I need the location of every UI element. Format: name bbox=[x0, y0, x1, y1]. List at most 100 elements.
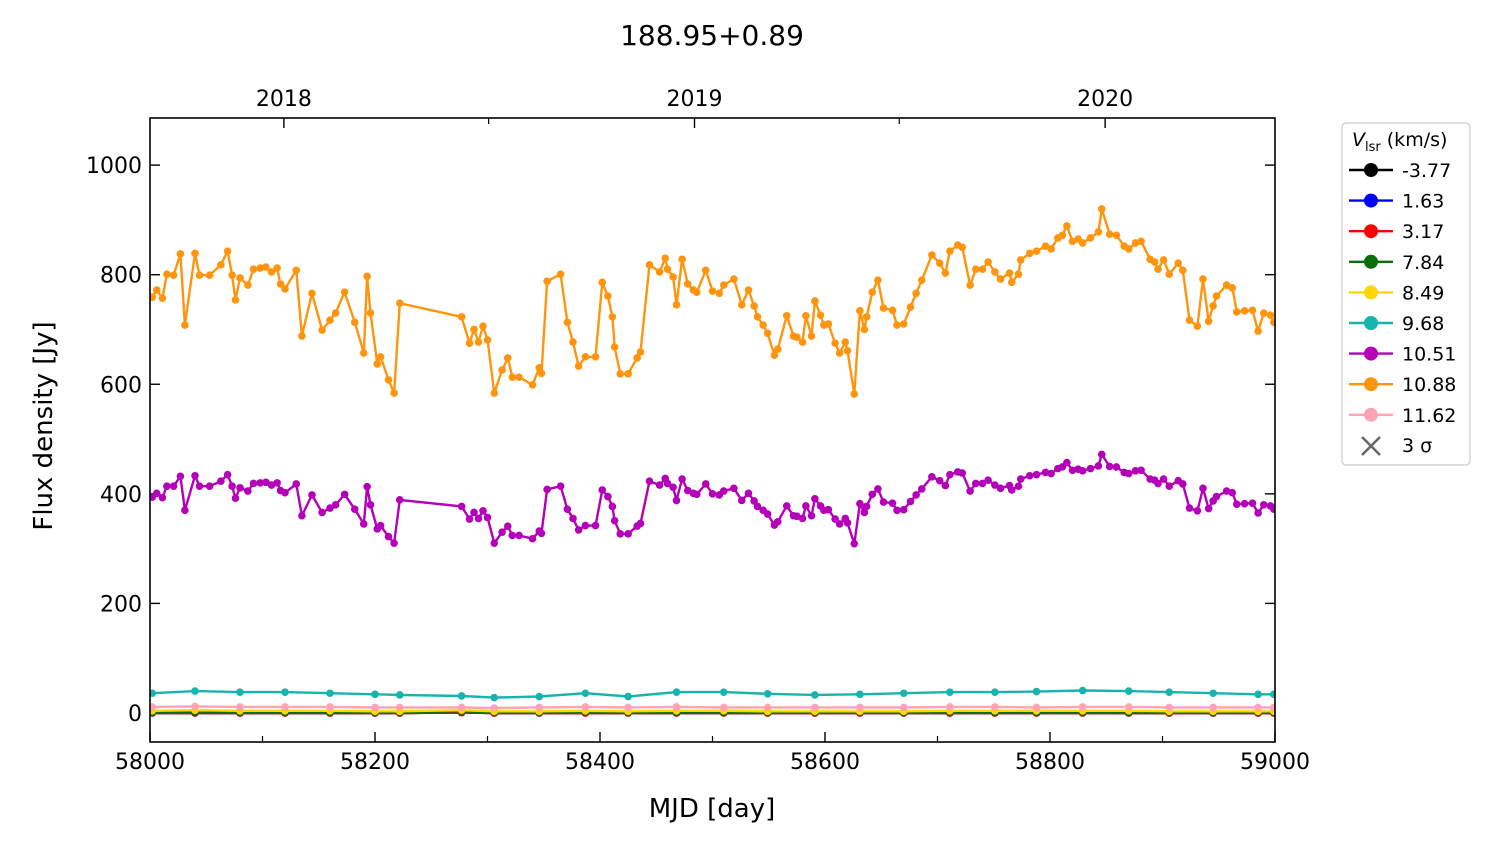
data-point bbox=[359, 520, 368, 528]
data-point bbox=[276, 280, 285, 288]
data-point bbox=[899, 689, 908, 698]
plot-area bbox=[150, 205, 1275, 717]
data-point bbox=[1165, 703, 1174, 712]
data-point bbox=[569, 338, 577, 346]
data-point bbox=[1086, 234, 1095, 242]
data-point bbox=[244, 281, 252, 289]
data-point bbox=[802, 502, 810, 510]
data-point bbox=[236, 703, 244, 711]
legend-item: 3.17 bbox=[1349, 221, 1444, 243]
data-point bbox=[899, 703, 908, 712]
data-point bbox=[1165, 482, 1174, 490]
data-point bbox=[850, 539, 859, 548]
data-point bbox=[856, 307, 864, 315]
data-point bbox=[663, 265, 672, 274]
data-point bbox=[581, 689, 590, 698]
axis-ticks: 58000 58200 58400 58600 58800 59000 0 200 400 600… bbox=[86, 87, 1310, 775]
data-point bbox=[457, 313, 466, 321]
data-point bbox=[624, 703, 632, 712]
data-point bbox=[1032, 687, 1041, 696]
data-point bbox=[1212, 292, 1221, 300]
data-point bbox=[281, 285, 289, 293]
data-point bbox=[1212, 492, 1221, 501]
data-point bbox=[744, 489, 753, 498]
data-point bbox=[946, 688, 954, 696]
data-point bbox=[1199, 484, 1207, 493]
data-point bbox=[515, 531, 523, 540]
data-point bbox=[249, 265, 258, 274]
x-tick-label: 59000 bbox=[1240, 750, 1310, 775]
legend-item: 9.68 bbox=[1349, 313, 1444, 335]
data-point bbox=[535, 692, 544, 701]
data-point bbox=[1209, 302, 1217, 310]
data-point bbox=[256, 264, 265, 272]
data-point bbox=[556, 482, 565, 490]
data-point bbox=[535, 703, 544, 712]
data-point bbox=[150, 293, 157, 301]
data-point bbox=[966, 487, 974, 495]
data-point bbox=[1159, 475, 1168, 483]
data-point bbox=[811, 691, 819, 699]
data-point bbox=[390, 539, 398, 547]
data-point bbox=[604, 492, 612, 501]
data-point bbox=[841, 338, 850, 346]
data-point bbox=[223, 247, 232, 255]
y-tick-label: 800 bbox=[100, 264, 142, 289]
data-point bbox=[1174, 259, 1183, 267]
data-point bbox=[498, 366, 506, 374]
data-point bbox=[231, 494, 240, 503]
data-point bbox=[906, 497, 915, 506]
data-point bbox=[811, 494, 819, 503]
data-point bbox=[824, 505, 833, 514]
data-point bbox=[191, 249, 199, 258]
data-point bbox=[528, 534, 537, 543]
data-point bbox=[1248, 306, 1257, 315]
legend-title: Vlsr (km/s) bbox=[1352, 129, 1447, 155]
data-point bbox=[1063, 222, 1071, 230]
legend-label: -3.77 bbox=[1402, 160, 1451, 182]
data-point bbox=[340, 490, 349, 499]
data-point bbox=[701, 480, 710, 488]
y-tick-label: 200 bbox=[100, 592, 142, 617]
x-tick-label: 58400 bbox=[565, 750, 635, 775]
data-point bbox=[835, 520, 844, 528]
data-point bbox=[176, 472, 185, 481]
legend-title-sub: lsr bbox=[1365, 140, 1381, 155]
data-point bbox=[205, 271, 214, 280]
data-point bbox=[1078, 239, 1087, 247]
data-point bbox=[457, 692, 466, 700]
data-point bbox=[958, 469, 967, 477]
data-point bbox=[503, 354, 512, 362]
data-point bbox=[465, 515, 474, 523]
data-point bbox=[678, 255, 686, 264]
data-point bbox=[715, 289, 724, 298]
data-point bbox=[1254, 703, 1262, 712]
data-point bbox=[763, 329, 772, 338]
data-point bbox=[1259, 309, 1268, 317]
legend-label: 8.49 bbox=[1402, 282, 1444, 304]
data-point bbox=[205, 482, 214, 490]
data-point bbox=[946, 247, 954, 255]
data-point bbox=[217, 477, 225, 486]
y-tick-label: 0 bbox=[128, 702, 142, 727]
data-point bbox=[1266, 311, 1275, 320]
axes-frame bbox=[149, 117, 1276, 743]
data-point bbox=[563, 505, 572, 513]
legend-label: 3.17 bbox=[1402, 221, 1444, 243]
data-point bbox=[569, 514, 577, 523]
data-point bbox=[581, 353, 590, 361]
x-tick-label: 58800 bbox=[1015, 750, 1085, 775]
data-point bbox=[1047, 245, 1055, 253]
data-point bbox=[893, 506, 901, 515]
data-point bbox=[782, 502, 791, 510]
data-point bbox=[1032, 470, 1041, 479]
data-point bbox=[912, 491, 920, 499]
data-point bbox=[273, 264, 281, 272]
data-point bbox=[574, 526, 583, 534]
data-point bbox=[750, 302, 758, 310]
data-point bbox=[831, 515, 839, 523]
data-point bbox=[537, 529, 546, 538]
data-point bbox=[195, 271, 204, 280]
data-point bbox=[906, 303, 915, 311]
data-point bbox=[1199, 275, 1207, 283]
